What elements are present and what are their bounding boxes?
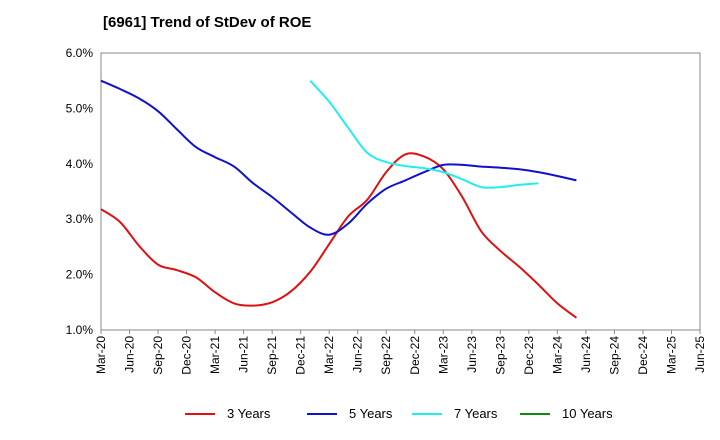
x-tick-label: Sep-22 [379, 336, 393, 375]
legend-item-7-years: 7 Years [412, 406, 497, 421]
x-tick-label: Dec-23 [522, 336, 536, 375]
x-tick-label: Mar-23 [436, 336, 450, 374]
x-tick-label: Mar-20 [94, 336, 108, 374]
legend-item-3-years: 3 Years [185, 406, 270, 421]
legend: 3 Years 5 Years 7 Years 10 Years [0, 398, 720, 430]
x-tick-label: Sep-24 [607, 336, 621, 375]
series-line-7-years [309, 80, 539, 189]
series-line-5-years [100, 79, 577, 236]
y-tick-label: 2.0% [66, 268, 94, 282]
x-tick-label: Mar-25 [664, 336, 678, 374]
x-tick-label: Dec-22 [408, 336, 422, 375]
series-lines [100, 79, 577, 319]
x-tick-label: Dec-20 [180, 336, 194, 375]
x-tick-label: Jun-21 [237, 336, 251, 373]
legend-label: 10 Years [562, 406, 613, 421]
legend-swatch [520, 412, 550, 415]
tick-labels: 1.0% 2.0% 3.0% 4.0% 5.0% 6.0% Mar-20 Jun-20 Sep-… [66, 46, 707, 375]
legend-swatch [307, 412, 337, 415]
x-tick-label: Sep-20 [151, 336, 165, 375]
x-tick-label: Mar-22 [322, 336, 336, 374]
x-tick-label: Mar-21 [208, 336, 222, 374]
x-tick-label: Jun-22 [351, 336, 365, 373]
legend-item-5-years: 5 Years [307, 406, 392, 421]
legend-swatch [185, 412, 215, 415]
x-tick-label: Jun-24 [579, 336, 593, 373]
y-tick-label: 5.0% [66, 101, 94, 115]
x-tick-label: Mar-24 [550, 336, 564, 374]
x-tick-label: Sep-21 [265, 336, 279, 375]
line-chart: 1.0% 2.0% 3.0% 4.0% 5.0% 6.0% Mar-20 Jun-20 Sep-… [66, 46, 707, 375]
legend-label: 7 Years [454, 406, 498, 421]
y-tick-label: 4.0% [66, 157, 94, 171]
y-tick-label: 1.0% [66, 323, 94, 337]
chart-title: [6961] Trend of StDev of ROE [103, 14, 312, 31]
y-tick-label: 3.0% [66, 212, 94, 226]
axes [100, 52, 701, 334]
x-tick-label: Jun-20 [123, 336, 137, 373]
x-tick-label: Dec-21 [294, 336, 308, 375]
x-tick-label: Sep-23 [493, 336, 507, 375]
legend-label: 3 Years [227, 406, 271, 421]
legend-label: 5 Years [349, 406, 393, 421]
plot-area [100, 52, 701, 331]
y-tick-label: 6.0% [66, 46, 94, 60]
x-tick-label: Jun-25 [693, 336, 707, 373]
x-tick-label: Jun-23 [465, 336, 479, 373]
legend-swatch [412, 412, 442, 415]
legend-item-10-years: 10 Years [520, 406, 613, 421]
x-tick-label: Dec-24 [636, 336, 650, 375]
